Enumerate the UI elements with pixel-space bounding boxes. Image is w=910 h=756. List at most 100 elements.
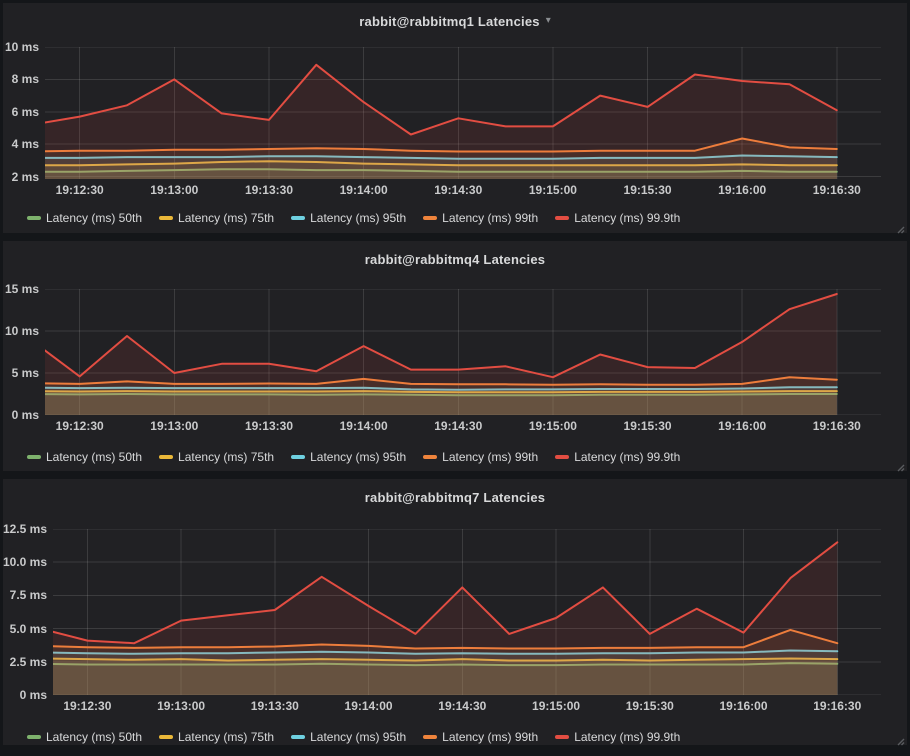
- legend-color-swatch: [27, 455, 41, 459]
- legend-color-swatch: [423, 216, 438, 220]
- y-tick-label: 10 ms: [4, 40, 39, 54]
- legend: Latency (ms) 50th Latency (ms) 75th Latenc…: [3, 729, 907, 745]
- x-tick-label: 19:15:00: [532, 699, 581, 713]
- x-tick-label: 19:13:00: [150, 419, 199, 433]
- legend-item[interactable]: Latency (ms) 99th: [423, 450, 538, 464]
- y-axis: 0 ms 5 ms 10 ms 15 ms: [3, 282, 39, 435]
- legend-item[interactable]: Latency (ms) 50th: [27, 450, 142, 464]
- legend-label: Latency (ms) 75th: [178, 730, 275, 744]
- legend-color-swatch: [423, 455, 438, 459]
- legend-color-swatch: [159, 216, 174, 220]
- panel-title[interactable]: rabbit@rabbitmq4 Latencies: [364, 251, 546, 267]
- legend-label: Latency (ms) 99.9th: [574, 730, 681, 744]
- y-axis: 2 ms 4 ms 6 ms 8 ms 10 ms: [3, 40, 39, 199]
- legend-item[interactable]: Latency (ms) 75th: [159, 211, 274, 225]
- legend: Latency (ms) 50th Latency (ms) 75th Latenc…: [3, 210, 907, 226]
- legend-color-swatch: [555, 735, 570, 739]
- y-tick-label: 5.0 ms: [9, 621, 47, 636]
- legend-item[interactable]: Latency (ms) 75th: [159, 730, 274, 744]
- legend-label: Latency (ms) 99th: [442, 450, 539, 464]
- panel-resize-handle[interactable]: [895, 221, 905, 234]
- x-tick-label: 19:14:00: [339, 419, 388, 433]
- legend-item[interactable]: Latency (ms) 95th: [291, 211, 406, 225]
- legend-label: Latency (ms) 50th: [46, 211, 143, 225]
- legend-color-swatch: [159, 735, 174, 739]
- x-tick-label: 19:14:00: [344, 699, 393, 713]
- x-tick-label: 19:13:30: [250, 699, 299, 713]
- x-tick-label: 19:12:30: [63, 699, 112, 713]
- legend-color-swatch: [291, 455, 306, 459]
- x-tick-label: 19:12:30: [55, 183, 104, 197]
- legend-color-swatch: [27, 735, 41, 739]
- chart-region: 2 ms 4 ms 6 ms 8 ms 10 ms 19:12:30 19:13:00 19…: [3, 40, 907, 199]
- x-tick-label: 19:13:30: [244, 183, 294, 197]
- legend-color-swatch: [423, 735, 438, 739]
- x-tick-label: 19:16:00: [718, 183, 767, 197]
- legend: Latency (ms) 50th Latency (ms) 75th Latenc…: [3, 449, 907, 465]
- legend-color-swatch: [291, 735, 306, 739]
- x-tick-label: 19:12:30: [55, 419, 104, 433]
- legend-label: Latency (ms) 95th: [310, 450, 407, 464]
- legend-label: Latency (ms) 95th: [310, 211, 407, 225]
- panel-title[interactable]: rabbit@rabbitmq7 Latencies: [364, 489, 546, 505]
- legend-color-swatch: [159, 455, 174, 459]
- legend-item[interactable]: Latency (ms) 99th: [423, 730, 538, 744]
- panel-rabbitmq7-latencies: rabbit@rabbitmq7 Latencies 0 ms 2.5 ms 5.0…: [2, 479, 907, 746]
- legend-item[interactable]: Latency (ms) 99.9th: [555, 730, 680, 744]
- plot-area[interactable]: [53, 529, 881, 695]
- plot-area[interactable]: [45, 47, 881, 179]
- x-axis: 19:12:30 19:13:00 19:13:30 19:14:00 19:14:30…: [53, 695, 881, 715]
- x-tick-label: 19:15:30: [623, 183, 672, 197]
- x-tick-label: 19:16:30: [812, 419, 861, 433]
- x-tick-label: 19:13:00: [150, 183, 199, 197]
- legend-label: Latency (ms) 99th: [442, 730, 539, 744]
- legend-item[interactable]: Latency (ms) 99th: [423, 211, 538, 225]
- y-tick-label: 5 ms: [11, 366, 39, 380]
- y-tick-label: 10.0 ms: [2, 555, 47, 570]
- legend-label: Latency (ms) 99th: [442, 211, 539, 225]
- plot-area[interactable]: [45, 289, 881, 415]
- legend-item[interactable]: Latency (ms) 99.9th: [555, 211, 680, 225]
- legend-label: Latency (ms) 99.9th: [574, 211, 681, 225]
- legend-item[interactable]: Latency (ms) 75th: [159, 450, 274, 464]
- x-tick-label: 19:15:30: [625, 699, 674, 713]
- x-tick-label: 19:15:30: [623, 419, 672, 433]
- legend-label: Latency (ms) 50th: [46, 450, 143, 464]
- x-tick-label: 19:16:00: [718, 419, 767, 433]
- x-tick-label: 19:16:00: [719, 699, 768, 713]
- x-tick-label: 19:16:30: [812, 183, 861, 197]
- y-tick-label: 7.5 ms: [9, 588, 47, 603]
- legend-item[interactable]: Latency (ms) 95th: [291, 730, 406, 744]
- panel-header: rabbit@rabbitmq4 Latencies: [3, 241, 907, 273]
- panel-header: rabbit@rabbitmq7 Latencies: [3, 479, 907, 511]
- x-tick-label: 19:13:30: [244, 419, 294, 433]
- panel-resize-handle[interactable]: [895, 459, 905, 472]
- legend-color-swatch: [555, 455, 570, 459]
- y-tick-label: 2 ms: [11, 169, 39, 184]
- legend-item[interactable]: Latency (ms) 50th: [27, 730, 142, 744]
- legend-label: Latency (ms) 50th: [46, 730, 143, 744]
- x-tick-label: 19:13:00: [157, 699, 206, 713]
- legend-label: Latency (ms) 75th: [178, 211, 275, 225]
- legend-color-swatch: [291, 216, 306, 220]
- legend-item[interactable]: Latency (ms) 99.9th: [555, 450, 680, 464]
- panel-title[interactable]: rabbit@rabbitmq1 Latencies: [359, 13, 540, 29]
- y-tick-label: 12.5 ms: [2, 522, 47, 536]
- x-tick-label: 19:14:30: [438, 699, 487, 713]
- x-tick-label: 19:16:30: [813, 699, 862, 713]
- chevron-down-icon[interactable]: ▾: [545, 15, 551, 26]
- y-tick-label: 2.5 ms: [9, 654, 47, 669]
- legend-color-swatch: [555, 216, 570, 220]
- x-tick-label: 19:14:00: [339, 183, 388, 197]
- x-tick-label: 19:14:30: [434, 183, 483, 197]
- chart-region: 0 ms 2.5 ms 5.0 ms 7.5 ms 10.0 ms 12.5 ms 19:…: [2, 522, 907, 715]
- y-tick-label: 8 ms: [11, 72, 39, 87]
- x-tick-label: 19:15:00: [528, 183, 577, 197]
- y-tick-label: 4 ms: [11, 137, 39, 152]
- legend-item[interactable]: Latency (ms) 50th: [27, 211, 142, 225]
- legend-item[interactable]: Latency (ms) 95th: [291, 450, 406, 464]
- legend-label: Latency (ms) 99.9th: [574, 450, 681, 464]
- y-tick-label: 6 ms: [11, 104, 39, 119]
- panel-rabbitmq1-latencies: rabbit@rabbitmq1 Latencies ▾ 2 ms 4 ms 6 m…: [3, 3, 907, 234]
- panel-resize-handle[interactable]: [895, 733, 905, 746]
